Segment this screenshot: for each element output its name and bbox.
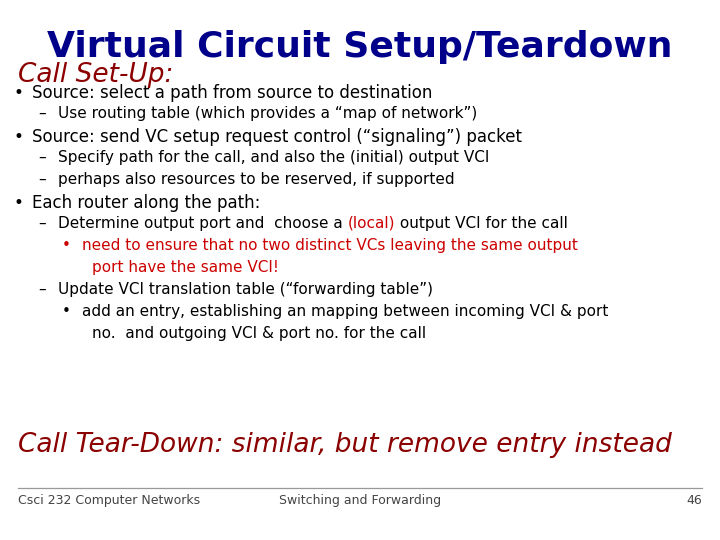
- Text: Source: send VC setup request control (“signaling”) packet: Source: send VC setup request control (“…: [32, 128, 522, 146]
- Text: •: •: [14, 128, 24, 146]
- Text: 46: 46: [686, 494, 702, 507]
- Text: Use routing table (which provides a “map of network”): Use routing table (which provides a “map…: [58, 106, 477, 121]
- Text: •: •: [62, 238, 71, 253]
- Text: Update VCI translation table (“forwarding table”): Update VCI translation table (“forwardin…: [58, 282, 433, 297]
- Text: –: –: [38, 216, 45, 231]
- Text: Determine output port and  choose a: Determine output port and choose a: [58, 216, 348, 231]
- Text: Virtual Circuit Setup/Teardown: Virtual Circuit Setup/Teardown: [48, 30, 672, 64]
- Text: Specify path for the call, and also the (initial) output VCI: Specify path for the call, and also the …: [58, 150, 490, 165]
- Text: •: •: [14, 84, 24, 102]
- Text: •: •: [14, 194, 24, 212]
- Text: perhaps also resources to be reserved, if supported: perhaps also resources to be reserved, i…: [58, 172, 454, 187]
- Text: need to ensure that no two distinct VCs leaving the same output: need to ensure that no two distinct VCs …: [82, 238, 578, 253]
- Text: –: –: [38, 172, 45, 187]
- Text: output VCI for the call: output VCI for the call: [395, 216, 568, 231]
- Text: Source: select a path from source to destination: Source: select a path from source to des…: [32, 84, 433, 102]
- Text: Call Set-Up:: Call Set-Up:: [18, 62, 174, 88]
- Text: Call Tear-Down: similar, but remove entry instead: Call Tear-Down: similar, but remove entr…: [18, 432, 672, 458]
- Text: –: –: [38, 282, 45, 297]
- Text: Switching and Forwarding: Switching and Forwarding: [279, 494, 441, 507]
- Text: Csci 232 Computer Networks: Csci 232 Computer Networks: [18, 494, 200, 507]
- Text: (local): (local): [348, 216, 395, 231]
- Text: –: –: [38, 106, 45, 121]
- Text: no.  and outgoing VCI & port no. for the call: no. and outgoing VCI & port no. for the …: [92, 326, 426, 341]
- Text: –: –: [38, 150, 45, 165]
- Text: port have the same VCI!: port have the same VCI!: [92, 260, 279, 275]
- Text: Each router along the path:: Each router along the path:: [32, 194, 261, 212]
- Text: •: •: [62, 304, 71, 319]
- Text: add an entry, establishing an mapping between incoming VCI & port: add an entry, establishing an mapping be…: [82, 304, 608, 319]
